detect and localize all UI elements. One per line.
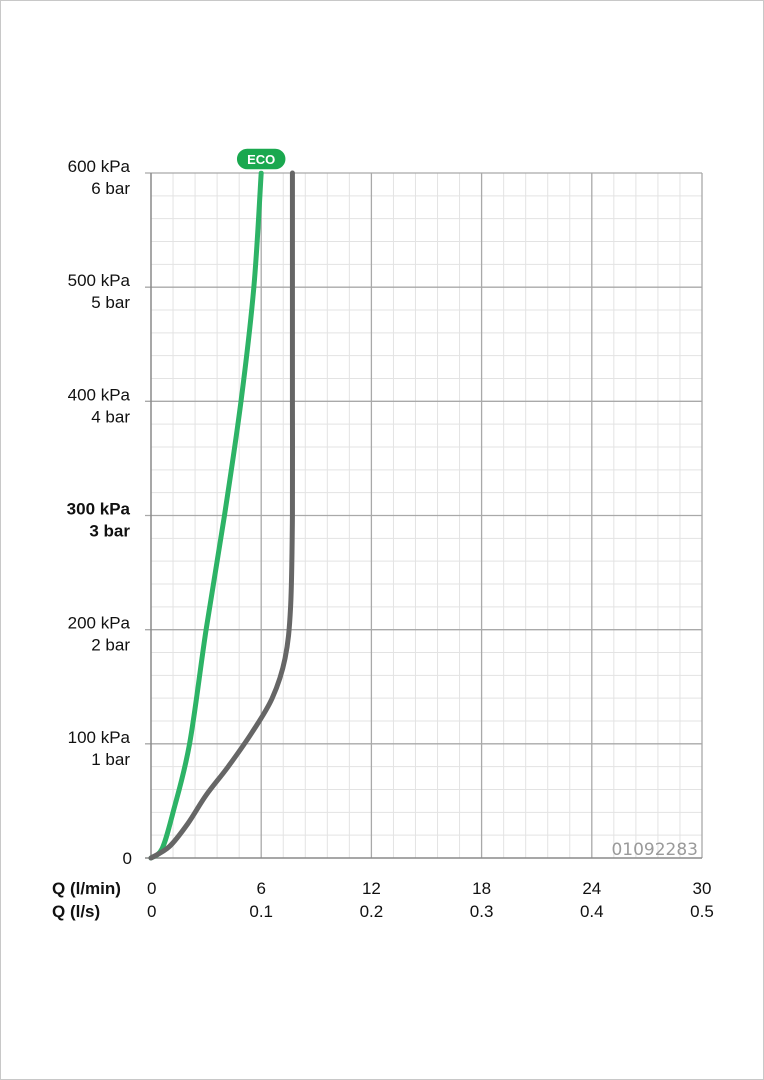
series-lines: [148, 170, 296, 861]
standard-flow-curve: [148, 170, 296, 861]
y-tick-label-bar: 1 bar: [91, 750, 130, 769]
y-tick-label-kpa: 600 kPa: [68, 157, 131, 176]
x-tick-label-ls: 0.2: [360, 902, 384, 921]
y-tick-label-kpa: 400 kPa: [68, 385, 131, 404]
x-tick-label-lmin: 0: [147, 879, 156, 898]
y-tick-labels: 0 100 kPa 1 bar 200 kPa 2 bar 300 kPa 3 bar 400…: [67, 157, 132, 868]
y-tick-label-kpa: 200 kPa: [68, 614, 131, 633]
x-tick-label-lmin: 30: [693, 879, 712, 898]
eco-badge-label: ECO: [247, 152, 275, 167]
x-tick-label-lmin: 24: [582, 879, 601, 898]
eco-badge-pill: [235, 147, 287, 171]
y-tick-label-kpa: 500 kPa: [68, 271, 131, 290]
major-grid: [145, 172, 703, 858]
eco-flow-curve: [148, 170, 264, 861]
y-tick-label-kpa: 100 kPa: [68, 728, 131, 747]
y-tick-label-bar: 3 bar: [89, 522, 130, 541]
x-tick-label-ls: 0: [147, 902, 156, 921]
x-axis-title-primary: Q (l/min): [52, 879, 121, 898]
y-tick-label-bar: 4 bar: [91, 407, 130, 426]
y-tick-label-bar: 5 bar: [91, 293, 130, 312]
x-tick-label-ls: 0.5: [690, 902, 714, 921]
axes: [145, 173, 702, 859]
y-tick-label-bar: 2 bar: [91, 636, 130, 655]
y-tick-label-kpa: 300 kPa: [67, 500, 131, 519]
y-tick-label-kpa: 0: [123, 849, 132, 868]
x-axis-title-secondary: Q (l/s): [52, 902, 100, 921]
x-tick-label-lmin: 18: [472, 879, 491, 898]
eco-badge: ECO: [235, 147, 287, 171]
y-tick-label-bar: 6 bar: [91, 179, 130, 198]
x-tick-labels: 0 0 6 0.1 12 0.2 18 0.3 24 0.4 30 0.5: [147, 879, 714, 921]
x-tick-label-lmin: 6: [256, 879, 265, 898]
x-tick-label-ls: 0.3: [470, 902, 494, 921]
x-tick-label-lmin: 12: [362, 879, 381, 898]
x-tick-label-ls: 0.4: [580, 902, 604, 921]
x-tick-label-ls: 0.1: [249, 902, 273, 921]
chart-code-label: 01092283: [611, 840, 698, 860]
